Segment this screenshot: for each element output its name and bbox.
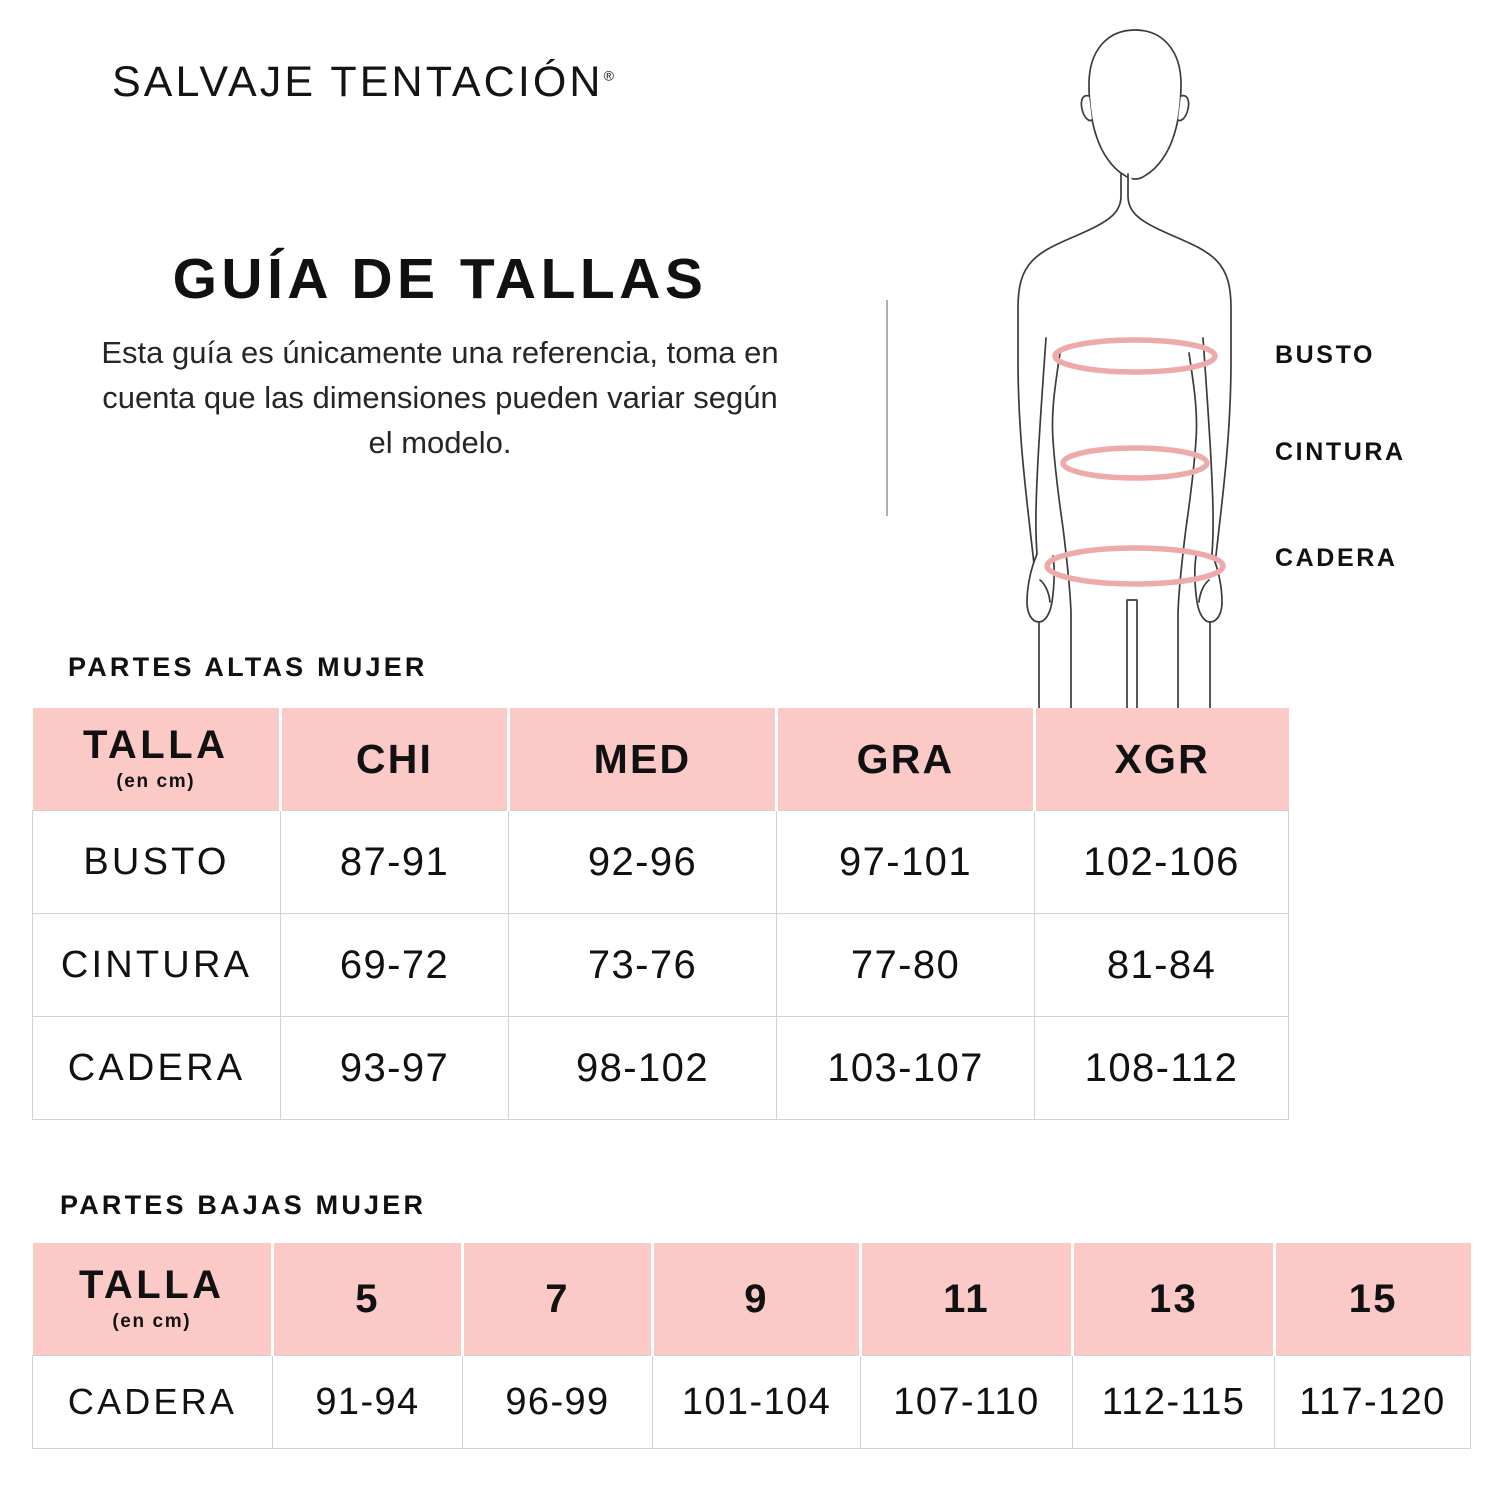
hand-right-finger: [1198, 579, 1210, 603]
talla-label: TALLA: [82, 723, 229, 767]
header-cell-talla: TALLA (en cm): [32, 708, 282, 811]
table-row: BUSTO 87-91 92-96 97-101 102-106: [32, 810, 1289, 914]
header-cell-size-15: 15: [1273, 1243, 1471, 1356]
talla-label: TALLA: [78, 1263, 225, 1307]
figure-label-cintura: CINTURA: [1275, 438, 1406, 466]
figure-label-busto: BUSTO: [1275, 341, 1376, 369]
page-title: GUÍA DE TALLAS: [172, 247, 708, 311]
torso-outline: [1017, 173, 1232, 708]
row-label-cadera: CADERA: [32, 1016, 281, 1120]
figure-label-cadera: CADERA: [1275, 544, 1398, 572]
registered-mark-icon: ®: [603, 67, 614, 84]
header-cell-size-13: 13: [1071, 1243, 1276, 1356]
hand-right-shape: [1194, 553, 1223, 623]
size-label: XGR: [1114, 735, 1210, 782]
row-label-cintura: CINTURA: [32, 913, 281, 1017]
ear-left-shape: [1080, 94, 1093, 122]
cell-cadera-9: 101-104: [652, 1355, 861, 1449]
brand-name: SALVAJE TENTACIÓN: [112, 58, 604, 106]
brand-title: SALVAJE TENTACIÓN®: [112, 58, 614, 107]
size-label: 5: [355, 1276, 380, 1321]
header-cell-size-xgr: XGR: [1033, 708, 1289, 811]
size-label: MED: [593, 735, 692, 782]
hand-left-finger: [1039, 579, 1051, 603]
table-header-row: TALLA (en cm) CHI MED GRA XGR: [32, 708, 1289, 811]
table-row: CADERA 93-97 98-102 103-107 108-112: [32, 1016, 1289, 1120]
size-label: 13: [1149, 1276, 1198, 1321]
cell-cintura-med: 73-76: [508, 913, 777, 1017]
size-label: 11: [943, 1276, 990, 1321]
header-cell-size-5: 5: [271, 1243, 464, 1356]
section-heading-lower-body: PARTES BAJAS MUJER: [60, 1190, 427, 1220]
hip-right-curve: [1177, 352, 1198, 708]
header-cell-size-9: 9: [651, 1243, 862, 1356]
header-cell-size-7: 7: [461, 1243, 654, 1356]
section-heading-upper-body: PARTES ALTAS MUJER: [68, 652, 428, 682]
intro-block: GUÍA DE TALLAS Esta guía es únicamente u…: [30, 247, 850, 466]
cell-cadera-15: 117-120: [1274, 1355, 1471, 1449]
header-cell-talla: TALLA (en cm): [32, 1243, 274, 1356]
cell-cadera-gra: 103-107: [776, 1016, 1035, 1120]
talla-unit: (en cm): [112, 1311, 192, 1332]
vertical-divider: [886, 300, 888, 516]
cell-cintura-xgr: 81-84: [1034, 913, 1289, 1017]
cell-cadera-xgr: 108-112: [1034, 1016, 1289, 1120]
ear-right-shape: [1177, 94, 1190, 122]
cell-cadera-7: 96-99: [462, 1355, 653, 1449]
cell-busto-med: 92-96: [508, 810, 777, 914]
table-row: CADERA 91-94 96-99 101-104 107-110 112-1…: [32, 1355, 1471, 1449]
table-row: CINTURA 69-72 73-76 77-80 81-84: [32, 913, 1289, 1017]
cadera-measure-ring: [1044, 545, 1226, 587]
arm-right-inner: [1202, 337, 1214, 555]
busto-measure-ring: [1052, 337, 1218, 375]
cell-busto-xgr: 102-106: [1034, 810, 1289, 914]
row-label-cadera: CADERA: [32, 1355, 273, 1449]
cell-cadera-chi: 93-97: [280, 1016, 509, 1120]
header-cell-size-chi: CHI: [279, 708, 510, 811]
row-label-busto: BUSTO: [32, 810, 281, 914]
header-cell-size-11: 11: [859, 1243, 1074, 1356]
cintura-measure-ring: [1060, 445, 1210, 481]
cell-cadera-13: 112-115: [1072, 1355, 1275, 1449]
cell-cadera-5: 91-94: [272, 1355, 463, 1449]
table-header-row: TALLA (en cm) 5 7 9 11 13 15: [32, 1243, 1471, 1356]
talla-unit: (en cm): [116, 771, 196, 792]
intro-description: Esta guía es únicamente una referencia, …: [101, 334, 779, 461]
cell-cintura-gra: 77-80: [776, 913, 1035, 1017]
cell-busto-chi: 87-91: [280, 810, 509, 914]
cell-busto-gra: 97-101: [776, 810, 1035, 914]
cell-cadera-med: 98-102: [508, 1016, 777, 1120]
size-label: GRA: [856, 735, 955, 782]
size-label: CHI: [355, 735, 434, 782]
size-label: 15: [1348, 1276, 1398, 1321]
size-table-lower-body: TALLA (en cm) 5 7 9 11 13 15 CADERA 91-9…: [32, 1243, 1471, 1449]
header-cell-size-med: MED: [507, 708, 778, 811]
cell-cadera-11: 107-110: [860, 1355, 1073, 1449]
size-label: 7: [545, 1276, 570, 1321]
cell-cintura-chi: 69-72: [280, 913, 509, 1017]
size-label: 9: [744, 1276, 769, 1321]
female-body-figure: [985, 8, 1285, 708]
head-shape: [1088, 29, 1182, 180]
body-outline-svg: [1017, 29, 1232, 708]
size-table-upper-body: TALLA (en cm) CHI MED GRA XGR BUSTO 87-9…: [32, 708, 1289, 1120]
leg-gap-shape: [1126, 599, 1138, 708]
header-cell-size-gra: GRA: [775, 708, 1036, 811]
arm-left-inner: [1035, 337, 1047, 555]
